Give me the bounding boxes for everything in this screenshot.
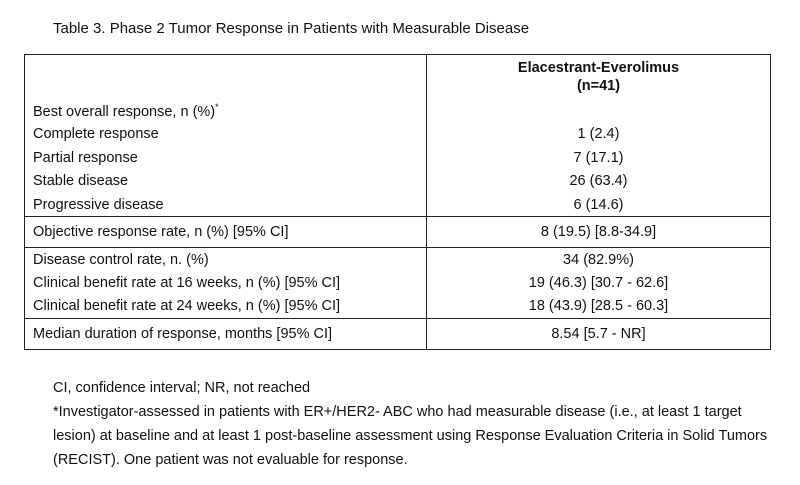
tumor-response-table: Elacestrant-Everolimus (n=41) Best overa… [24,54,771,350]
row-value: 18 (43.9) [28.5 - 60.3] [426,294,771,319]
row-label: Stable disease [24,169,427,193]
row-value: 6 (14.6) [426,193,771,217]
row-label: Complete response [24,122,427,146]
table-row: Complete response 1 (2.4) [24,122,771,146]
table-row-mdr: Median duration of response, months [95%… [24,317,771,350]
row-label: Clinical benefit rate at 24 weeks, n (%)… [24,294,427,319]
table-row: Partial response 7 (17.1) [24,146,771,170]
row-value [426,99,771,123]
row-label: Partial response [24,146,427,170]
header-label-cell [24,54,427,99]
row-value: 8.54 [5.7 - NR] [426,317,771,350]
row-value: 7 (17.1) [426,146,771,170]
table-row: Progressive disease 6 (14.6) [24,193,771,217]
row-value: 19 (46.3) [30.7 - 62.6] [426,271,771,295]
row-value: 34 (82.9%) [426,247,771,271]
table-caption: Table 3. Phase 2 Tumor Response in Patie… [53,20,530,37]
arm-n: (n=41) [576,78,621,94]
row-value: 1 (2.4) [426,122,771,146]
row-label: Best overall response, n (%)* [24,99,427,123]
row-label: Clinical benefit rate at 16 weeks, n (%)… [24,271,427,295]
table-row: Stable disease 26 (63.4) [24,169,771,193]
row-value: 26 (63.4) [426,169,771,193]
table-header-row: Elacestrant-Everolimus (n=41) [24,54,771,99]
table-row-best-response: Best overall response, n (%)* [24,99,771,123]
table-row-dcr: Disease control rate, n. (%) 34 (82.9%) [24,247,771,271]
row-label: Objective response rate, n (%) [95% CI] [24,216,427,248]
row-label: Disease control rate, n. (%) [24,247,427,271]
row-value: 8 (19.5) [8.8-34.9] [426,216,771,248]
footnotes: CI, confidence interval; NR, not reached… [53,376,773,472]
header-arm-cell: Elacestrant-Everolimus (n=41) [426,54,771,99]
footnote-marker: * [215,101,219,112]
table-row-orr: Objective response rate, n (%) [95% CI] … [24,216,771,248]
assessment-footnote: *Investigator-assessed in patients with … [53,404,768,468]
row-label: Progressive disease [24,193,427,217]
abbreviations-note: CI, confidence interval; NR, not reached [53,380,311,396]
table-row: Clinical benefit rate at 16 weeks, n (%)… [24,271,771,295]
best-response-label: Best overall response, n (%) [33,103,216,120]
table-row: Clinical benefit rate at 24 weeks, n (%)… [24,294,771,319]
row-label: Median duration of response, months [95%… [24,317,427,350]
arm-name: Elacestrant-Everolimus [517,60,680,76]
